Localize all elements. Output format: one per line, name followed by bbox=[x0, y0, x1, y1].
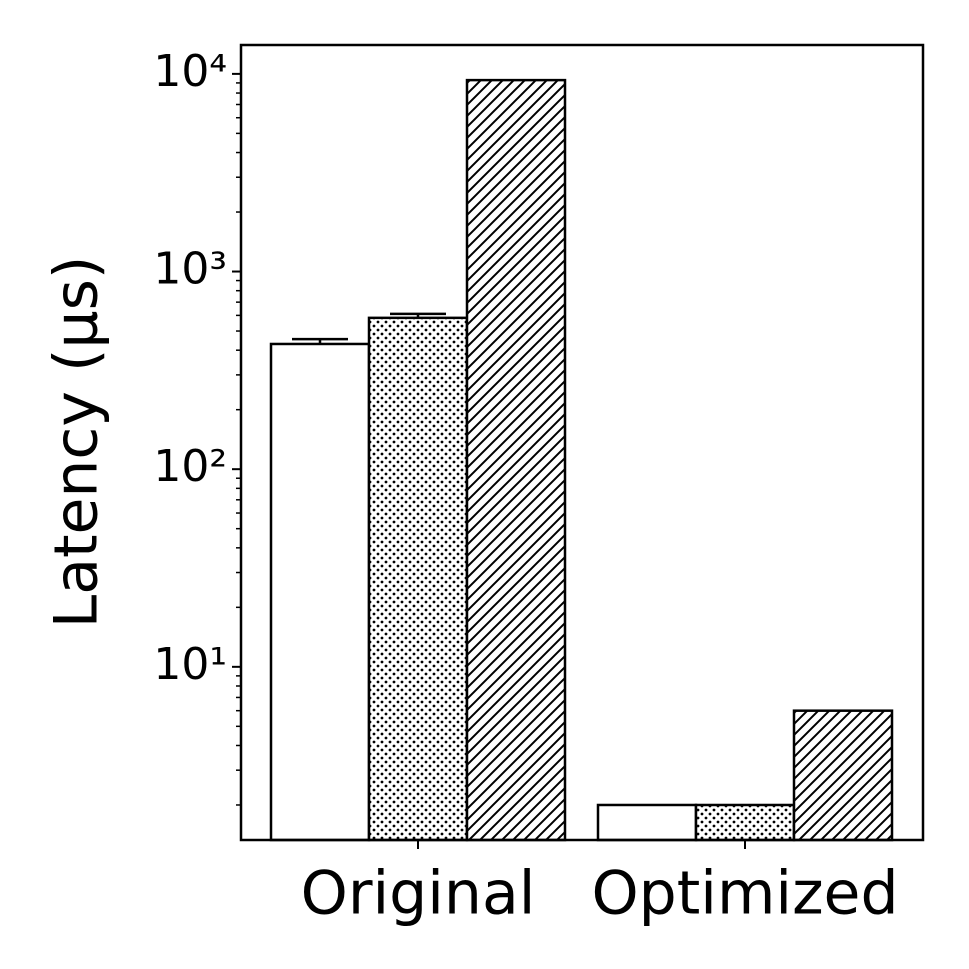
bar bbox=[792, 709, 894, 842]
y-axis-label: Latency (μs) bbox=[42, 256, 112, 628]
x-tick-label: Optimized bbox=[591, 859, 898, 929]
bar bbox=[367, 316, 469, 842]
y-tick-label: 10² bbox=[153, 441, 227, 492]
y-tick-label: 10⁴ bbox=[153, 46, 227, 97]
bar bbox=[596, 803, 698, 842]
y-tick-label: 10¹ bbox=[153, 639, 227, 690]
plot-frame bbox=[239, 43, 925, 842]
error-bar bbox=[292, 337, 348, 344]
y-tick-label: 10³ bbox=[153, 244, 227, 295]
error-bar bbox=[390, 312, 446, 318]
bar bbox=[269, 342, 371, 842]
bar bbox=[694, 803, 796, 842]
x-tick-label: Original bbox=[301, 859, 536, 929]
bar bbox=[465, 78, 567, 842]
